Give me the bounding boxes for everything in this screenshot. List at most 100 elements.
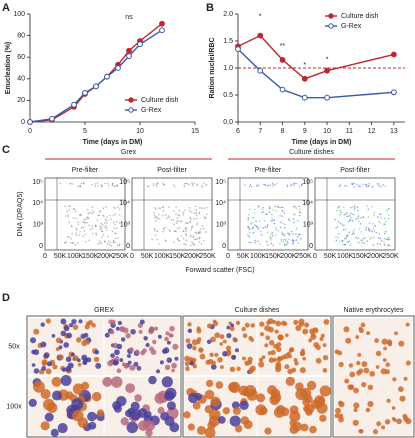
event — [73, 208, 76, 210]
event — [370, 229, 373, 232]
event — [247, 234, 249, 237]
event — [387, 217, 390, 220]
event — [172, 219, 175, 221]
cell — [391, 406, 396, 410]
x-tick-label: 10 — [323, 128, 331, 135]
event — [387, 244, 390, 247]
cell — [367, 400, 374, 408]
legend-marker — [128, 97, 134, 103]
event — [247, 226, 249, 228]
cell — [57, 423, 68, 434]
cell — [229, 326, 235, 332]
event — [75, 217, 77, 220]
event — [195, 209, 198, 211]
event — [249, 183, 252, 186]
cell — [265, 335, 271, 341]
event — [351, 233, 354, 235]
event — [336, 209, 338, 212]
plot-frame — [44, 177, 126, 251]
event — [264, 226, 267, 228]
event — [295, 233, 297, 235]
event — [80, 214, 82, 217]
event — [191, 241, 193, 244]
event — [357, 185, 359, 188]
event — [68, 205, 71, 208]
event — [155, 217, 158, 220]
x-tick-label: 50K — [141, 253, 154, 260]
event — [190, 244, 192, 247]
event — [375, 231, 377, 234]
event — [59, 182, 61, 185]
cell — [226, 325, 231, 330]
event — [70, 237, 72, 240]
event — [75, 227, 78, 230]
event — [168, 229, 171, 231]
event — [256, 184, 258, 186]
cell — [360, 322, 366, 328]
event — [247, 218, 249, 221]
event — [272, 183, 275, 185]
event — [84, 233, 87, 236]
cell — [40, 322, 45, 327]
event — [88, 239, 90, 241]
cell — [231, 354, 237, 360]
y-tick-label: 0 — [309, 243, 313, 250]
event — [84, 240, 87, 243]
event — [104, 222, 106, 224]
cell — [95, 362, 102, 369]
data-point — [93, 83, 99, 90]
event — [155, 215, 158, 218]
cell — [40, 421, 50, 431]
cell — [196, 328, 202, 334]
event — [102, 207, 105, 209]
cell — [112, 401, 122, 410]
cell — [268, 340, 275, 346]
cell — [386, 398, 391, 403]
event — [202, 186, 204, 188]
event — [281, 206, 284, 209]
event — [202, 227, 205, 230]
event — [348, 240, 351, 243]
cell — [122, 327, 129, 334]
x-tick-label: 250K — [199, 253, 216, 260]
event — [75, 234, 77, 236]
event — [271, 217, 273, 220]
event — [186, 222, 189, 224]
cell — [120, 337, 126, 342]
event — [266, 184, 268, 187]
event — [67, 235, 69, 238]
cell — [248, 335, 253, 341]
cell — [322, 368, 328, 373]
event — [167, 215, 170, 217]
cell — [114, 349, 120, 356]
event — [362, 216, 365, 219]
event — [270, 242, 273, 245]
cell — [345, 337, 352, 344]
event — [86, 217, 89, 220]
legend-label: Culture dish — [341, 13, 378, 20]
event — [271, 232, 274, 234]
event — [356, 206, 359, 208]
event — [380, 217, 383, 219]
event — [366, 205, 369, 207]
group-label: Culture dishes — [235, 307, 280, 314]
cell — [171, 362, 177, 369]
cell — [41, 366, 47, 371]
cell — [264, 343, 269, 348]
event — [386, 209, 388, 211]
event — [269, 239, 272, 241]
event — [97, 185, 99, 187]
event — [287, 232, 289, 235]
event — [64, 215, 67, 217]
x-tick-label: 0 — [226, 253, 230, 260]
event — [153, 227, 156, 230]
event — [298, 186, 301, 188]
cell — [40, 389, 51, 400]
event — [162, 182, 165, 185]
event — [248, 185, 251, 187]
cell — [394, 331, 399, 336]
cell — [275, 320, 282, 327]
event — [173, 184, 175, 186]
event — [112, 239, 115, 242]
event — [75, 229, 78, 231]
